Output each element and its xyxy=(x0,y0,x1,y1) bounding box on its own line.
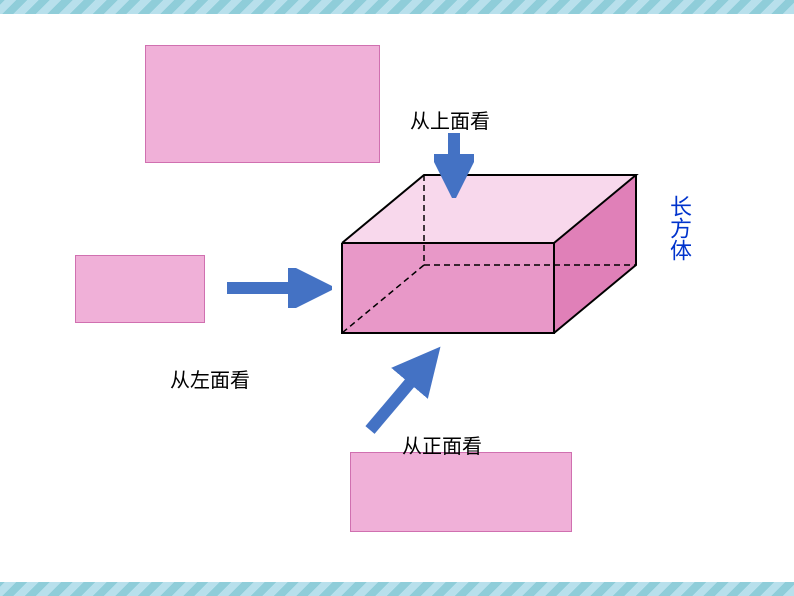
top-view-rectangle xyxy=(145,45,380,163)
cuboid-shape xyxy=(334,165,654,347)
left-view-label: 从左面看 xyxy=(170,364,250,393)
front-view-label: 从正面看 xyxy=(402,430,482,459)
top-view-label: 从上面看 xyxy=(410,105,490,134)
front-view-rectangle xyxy=(350,452,572,532)
arrow-left xyxy=(222,268,332,308)
left-view-rectangle xyxy=(75,255,205,323)
shape-name-label: 长方体 xyxy=(663,195,695,261)
cuboid-front-face xyxy=(342,243,554,333)
arrow-top xyxy=(434,128,474,198)
arrow-front xyxy=(355,340,455,440)
decorative-border-bottom xyxy=(0,582,794,596)
decorative-border-top xyxy=(0,0,794,14)
